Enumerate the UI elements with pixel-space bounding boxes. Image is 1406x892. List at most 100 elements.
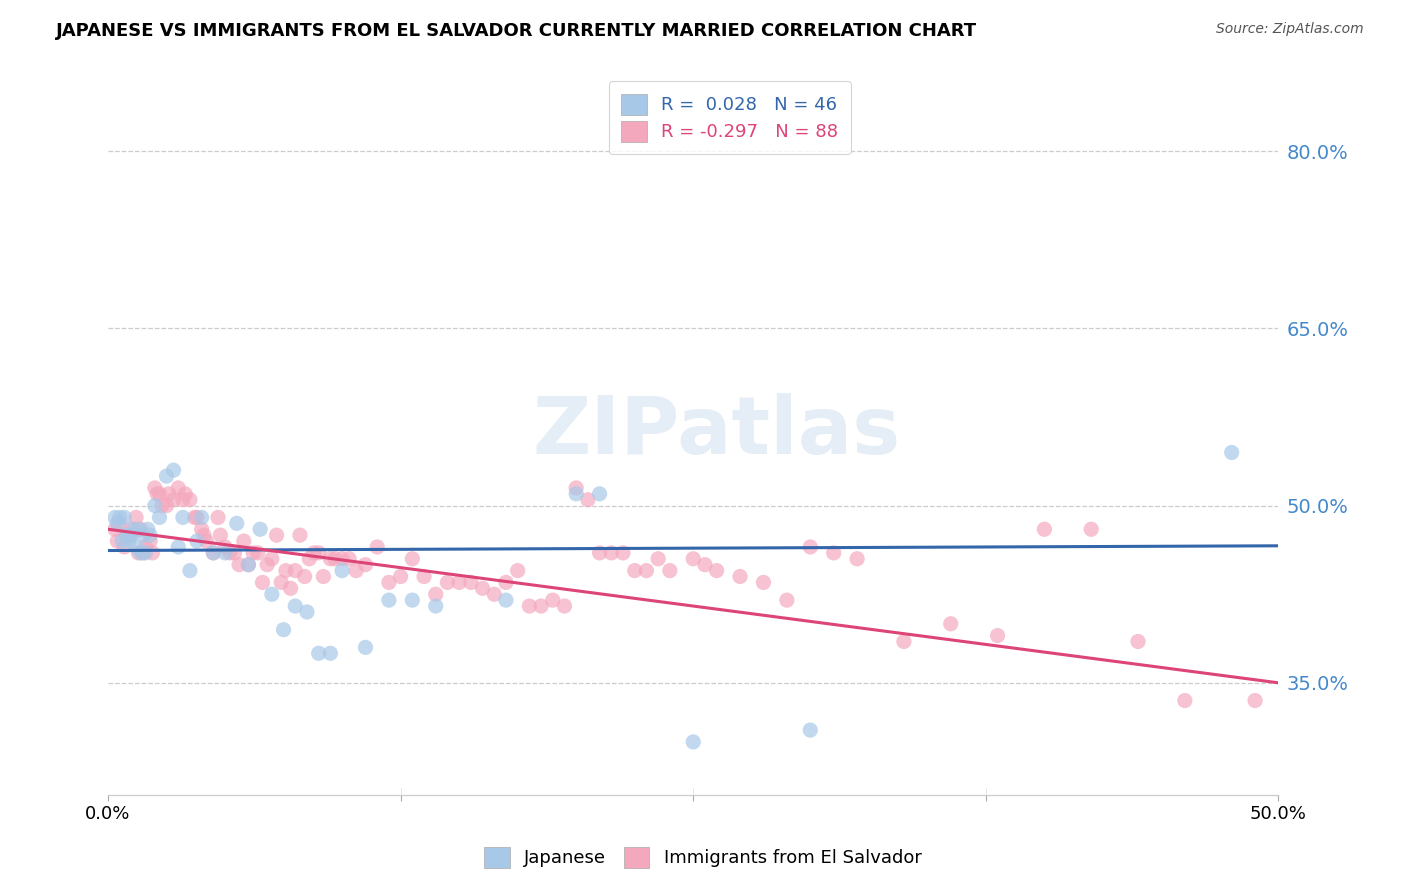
Text: Source: ZipAtlas.com: Source: ZipAtlas.com [1216, 22, 1364, 37]
Point [576, 492, 599, 507]
Point [366, 540, 388, 554]
Point [104, 522, 127, 536]
Point [141, 546, 163, 560]
Point [232, 534, 254, 549]
Point [295, 605, 318, 619]
Point [401, 551, 423, 566]
Point [682, 551, 704, 566]
Point [425, 599, 447, 613]
Point [190, 522, 212, 536]
Point [112, 510, 135, 524]
Text: JAPANESE VS IMMIGRANTS FROM EL SALVADOR CURRENTLY MARRIED CORRELATION CHART: JAPANESE VS IMMIGRANTS FROM EL SALVADOR … [56, 22, 977, 40]
Point [167, 481, 190, 495]
Point [449, 575, 471, 590]
Point [530, 599, 553, 613]
Point [129, 522, 152, 536]
Point [939, 616, 962, 631]
Point [987, 629, 1010, 643]
Text: ZIPatlas: ZIPatlas [533, 392, 901, 471]
Point [207, 510, 229, 524]
Point [127, 522, 149, 536]
Point [134, 546, 156, 560]
Point [202, 546, 225, 560]
Point [186, 534, 208, 549]
Point [224, 546, 246, 560]
Point [846, 551, 869, 566]
Point [242, 546, 264, 560]
Point [612, 546, 634, 560]
Point [127, 546, 149, 560]
Point [214, 540, 236, 554]
Point [401, 593, 423, 607]
Point [658, 564, 681, 578]
Point [249, 522, 271, 536]
Point [260, 587, 283, 601]
Point [183, 510, 205, 524]
Point [167, 540, 190, 554]
Point [776, 593, 799, 607]
Point [252, 575, 274, 590]
Point [108, 516, 131, 531]
Point [389, 569, 412, 583]
Point [179, 492, 201, 507]
Point [378, 575, 401, 590]
Point [1244, 693, 1267, 707]
Point [115, 528, 138, 542]
Point [112, 540, 135, 554]
Point [288, 528, 311, 542]
Point [270, 575, 292, 590]
Point [1126, 634, 1149, 648]
Point [378, 593, 401, 607]
Point [312, 569, 335, 583]
Point [125, 510, 148, 524]
Point [1174, 693, 1197, 707]
Point [471, 582, 494, 596]
Point [132, 528, 155, 542]
Point [344, 564, 367, 578]
Point [323, 551, 346, 566]
Point [636, 564, 658, 578]
Point [172, 492, 194, 507]
Point [460, 575, 482, 590]
Point [214, 546, 236, 560]
Point [799, 540, 821, 554]
Point [600, 546, 623, 560]
Point [413, 569, 436, 583]
Point [155, 499, 177, 513]
Point [799, 723, 821, 737]
Point [436, 575, 458, 590]
Point [274, 564, 297, 578]
Point [162, 492, 184, 507]
Point [565, 481, 588, 495]
Point [120, 528, 142, 542]
Point [302, 546, 325, 560]
Point [246, 546, 269, 560]
Point [484, 587, 506, 601]
Point [266, 528, 288, 542]
Point [330, 564, 353, 578]
Point [1033, 522, 1056, 536]
Point [588, 546, 610, 560]
Point [238, 558, 260, 572]
Point [298, 551, 321, 566]
Point [202, 546, 225, 560]
Point [706, 564, 728, 578]
Point [823, 546, 845, 560]
Point [190, 510, 212, 524]
Point [565, 487, 588, 501]
Point [136, 522, 159, 536]
Point [693, 558, 716, 572]
Point [111, 534, 134, 549]
Point [647, 551, 669, 566]
Point [179, 564, 201, 578]
Point [308, 546, 330, 560]
Point [319, 646, 342, 660]
Point [139, 534, 162, 549]
Point [125, 540, 148, 554]
Point [588, 487, 610, 501]
Point [134, 540, 156, 554]
Point [728, 569, 751, 583]
Point [118, 528, 141, 542]
Point [893, 634, 915, 648]
Point [256, 558, 278, 572]
